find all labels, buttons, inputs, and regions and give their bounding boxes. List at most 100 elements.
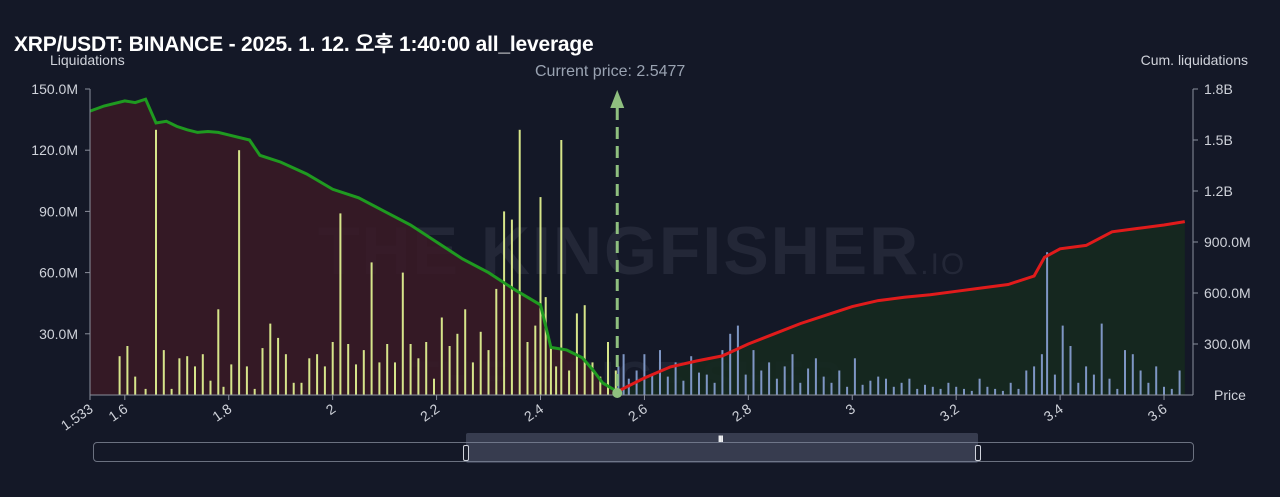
short-liquidation-bar bbox=[822, 376, 825, 395]
short-liquidation-bar bbox=[1108, 378, 1111, 395]
long-liquidation-bar bbox=[378, 362, 381, 395]
short-liquidation-bar bbox=[830, 382, 833, 395]
current-price-label: Current price: 2.5477 bbox=[535, 63, 686, 80]
long-liquidation-bar bbox=[339, 213, 342, 395]
long-liquidation-bar bbox=[222, 386, 225, 395]
short-liquidation-bar bbox=[994, 388, 997, 395]
short-liquidation-bar bbox=[978, 378, 981, 395]
short-liquidation-bar bbox=[760, 370, 763, 395]
long-liquidation-bar bbox=[144, 388, 147, 395]
long-liquidation-bar bbox=[549, 346, 552, 395]
long-liquidation-bar bbox=[487, 350, 490, 395]
short-liquidation-bar bbox=[1009, 382, 1012, 395]
long-liquidation-bar bbox=[534, 325, 537, 395]
y-tick-label: 90.0M bbox=[39, 203, 78, 219]
short-liquidation-bar bbox=[768, 362, 771, 395]
y-tick-label: 120.0M bbox=[31, 142, 78, 158]
long-liquidation-bar bbox=[347, 344, 350, 395]
long-liquidation-bar bbox=[555, 366, 558, 395]
x-tick-label: 3.4 bbox=[1041, 400, 1066, 424]
short-cum-line bbox=[616, 220, 1186, 393]
watermark-suffix: .IO bbox=[920, 248, 967, 281]
short-liquidation-bar bbox=[1131, 354, 1134, 395]
long-liquidation-bar bbox=[583, 305, 586, 395]
long-cum-area bbox=[90, 99, 618, 395]
y2-tick-label: 300.0M bbox=[1204, 336, 1251, 352]
short-liquidation-bar bbox=[1163, 386, 1165, 395]
short-liquidation-bar bbox=[682, 380, 685, 395]
liquidation-bars bbox=[118, 129, 1181, 396]
long-liquidation-bar bbox=[448, 346, 451, 395]
short-liquidation-bar bbox=[908, 378, 911, 395]
long-liquidation-bar bbox=[370, 262, 373, 395]
short-liquidation-bar bbox=[1124, 350, 1126, 395]
short-liquidation-bar bbox=[744, 374, 747, 395]
long-liquidation-bar bbox=[417, 358, 420, 395]
long-liquidation-bar bbox=[425, 342, 428, 395]
short-liquidation-bar bbox=[963, 388, 965, 395]
short-liquidation-bar bbox=[666, 376, 669, 395]
short-liquidation-bar bbox=[651, 374, 654, 395]
x-tick-label: 3.2 bbox=[937, 400, 962, 424]
short-liquidation-bar bbox=[1061, 325, 1064, 395]
short-liquidation-bar bbox=[892, 386, 895, 395]
long-liquidation-bar bbox=[526, 342, 529, 395]
long-liquidation-bar bbox=[323, 366, 326, 395]
current-price-dot bbox=[612, 388, 623, 398]
long-liquidation-bar bbox=[178, 358, 181, 395]
x-tick-label: 1.6 bbox=[105, 400, 130, 424]
x-tick-label: 2.2 bbox=[417, 400, 442, 424]
short-liquidation-bar bbox=[721, 350, 724, 395]
long-liquidation-bar bbox=[230, 364, 233, 395]
long-liquidation-bar bbox=[118, 356, 121, 395]
long-liquidation-bar bbox=[186, 356, 189, 395]
short-liquidation-bar bbox=[1001, 390, 1004, 395]
short-liquidation-bar bbox=[643, 354, 646, 395]
current-price-marker[interactable] bbox=[610, 90, 625, 398]
y2-tick-label: 1.8B bbox=[1204, 81, 1233, 97]
long-liquidation-bar bbox=[591, 362, 594, 395]
short-liquidation-bar bbox=[1033, 366, 1036, 395]
x-tick-label: 1.8 bbox=[209, 400, 234, 424]
y2-tick-label: 1.5B bbox=[1204, 132, 1233, 148]
short-liquidation-bar bbox=[1139, 370, 1142, 395]
range-navigator[interactable]: III bbox=[93, 433, 1194, 463]
navigator-window[interactable]: III bbox=[466, 433, 978, 463]
long-liquidation-bar bbox=[394, 362, 396, 395]
long-liquidation-bar bbox=[464, 309, 467, 395]
short-liquidation-bar bbox=[885, 378, 887, 395]
short-liquidation-bar bbox=[705, 374, 708, 395]
long-liquidation-bar bbox=[479, 331, 482, 395]
y2-tick-label: 600.0M bbox=[1204, 285, 1251, 301]
navigator-grip-icon[interactable]: III bbox=[718, 434, 723, 444]
short-liquidation-bar bbox=[783, 366, 786, 395]
chart-title: XRP/USDT: BINANCE - 2025. 1. 12. 오후 1:40… bbox=[14, 33, 594, 56]
long-liquidation-bar bbox=[433, 378, 435, 395]
long-liquidation-bar bbox=[495, 288, 498, 395]
short-liquidation-bar bbox=[799, 382, 802, 395]
x-tick-label: 3.6 bbox=[1145, 400, 1170, 424]
navigator-right-handle[interactable] bbox=[975, 445, 981, 461]
navigator-left-handle[interactable] bbox=[463, 445, 469, 461]
short-liquidation-bar bbox=[1077, 382, 1080, 395]
y-tick-label: 30.0M bbox=[39, 326, 78, 342]
x-tick-label: 2.4 bbox=[521, 400, 546, 424]
long-liquidation-bar bbox=[126, 346, 129, 395]
long-liquidation-bar bbox=[308, 358, 311, 395]
long-liquidation-bar bbox=[386, 344, 389, 395]
long-liquidation-bar bbox=[284, 354, 287, 395]
short-liquidation-bar bbox=[1155, 366, 1158, 395]
short-liquidation-bar bbox=[924, 384, 926, 395]
long-liquidation-bar bbox=[162, 350, 165, 395]
short-liquidation-bar bbox=[877, 376, 880, 395]
short-liquidation-bar bbox=[838, 370, 841, 395]
x-tick-label: 3 bbox=[842, 400, 858, 418]
cumulative-lines bbox=[89, 97, 1186, 393]
long-liquidation-bar bbox=[261, 348, 264, 395]
short-liquidation-bar bbox=[1178, 370, 1181, 395]
short-liquidation-bar bbox=[713, 382, 716, 395]
short-liquidation-bar bbox=[690, 356, 693, 395]
long-liquidation-bar bbox=[401, 272, 404, 395]
long-liquidation-bar bbox=[217, 309, 220, 395]
